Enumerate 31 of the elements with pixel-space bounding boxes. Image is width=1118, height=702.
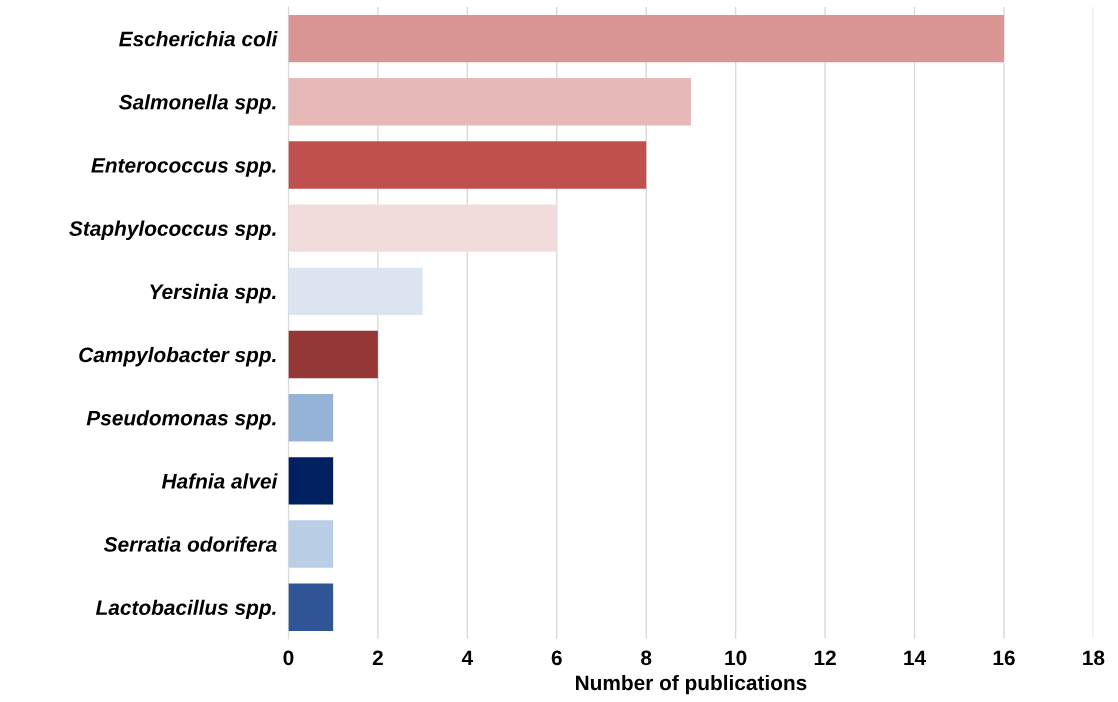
y-tick-label: Pseudomonas spp. (86, 410, 276, 430)
bar (288, 520, 334, 568)
x-tick-label: 0 (283, 650, 294, 666)
x-tick-label: 18 (1083, 650, 1105, 666)
x-tick-label: 16 (993, 650, 1015, 666)
x-tick-label: 6 (551, 650, 562, 666)
bar (288, 141, 647, 189)
bar (288, 330, 378, 379)
bar (288, 267, 423, 316)
bar (288, 583, 334, 631)
bar (288, 14, 1004, 63)
y-tick-label: Escherichia coli (119, 31, 278, 47)
y-tick-label: Campylobacter spp. (79, 346, 276, 367)
y-tick-label: Serratia odorifera (103, 536, 277, 552)
bar (288, 204, 557, 252)
x-tick-label: 2 (372, 650, 383, 666)
x-tick-label: 10 (725, 650, 747, 666)
bar (288, 78, 691, 126)
x-tick-label: 14 (904, 650, 926, 666)
x-tick-label: 12 (814, 650, 836, 666)
y-tick-label: Salmonella spp. (118, 94, 276, 114)
bar (288, 394, 334, 442)
y-tick-label: Lactobacillus spp. (95, 599, 276, 620)
y-tick-label: Staphylococcus spp. (69, 220, 276, 241)
y-tick-label: Yersinia spp. (150, 283, 276, 304)
y-tick-label: Hafnia alvei (161, 473, 278, 489)
x-tick-label: 8 (641, 650, 652, 666)
bar (288, 457, 334, 505)
y-tick-label: Enterococcus spp. (91, 158, 276, 177)
x-axis-title: Number of publications (576, 674, 807, 695)
x-tick-label: 4 (461, 650, 474, 666)
